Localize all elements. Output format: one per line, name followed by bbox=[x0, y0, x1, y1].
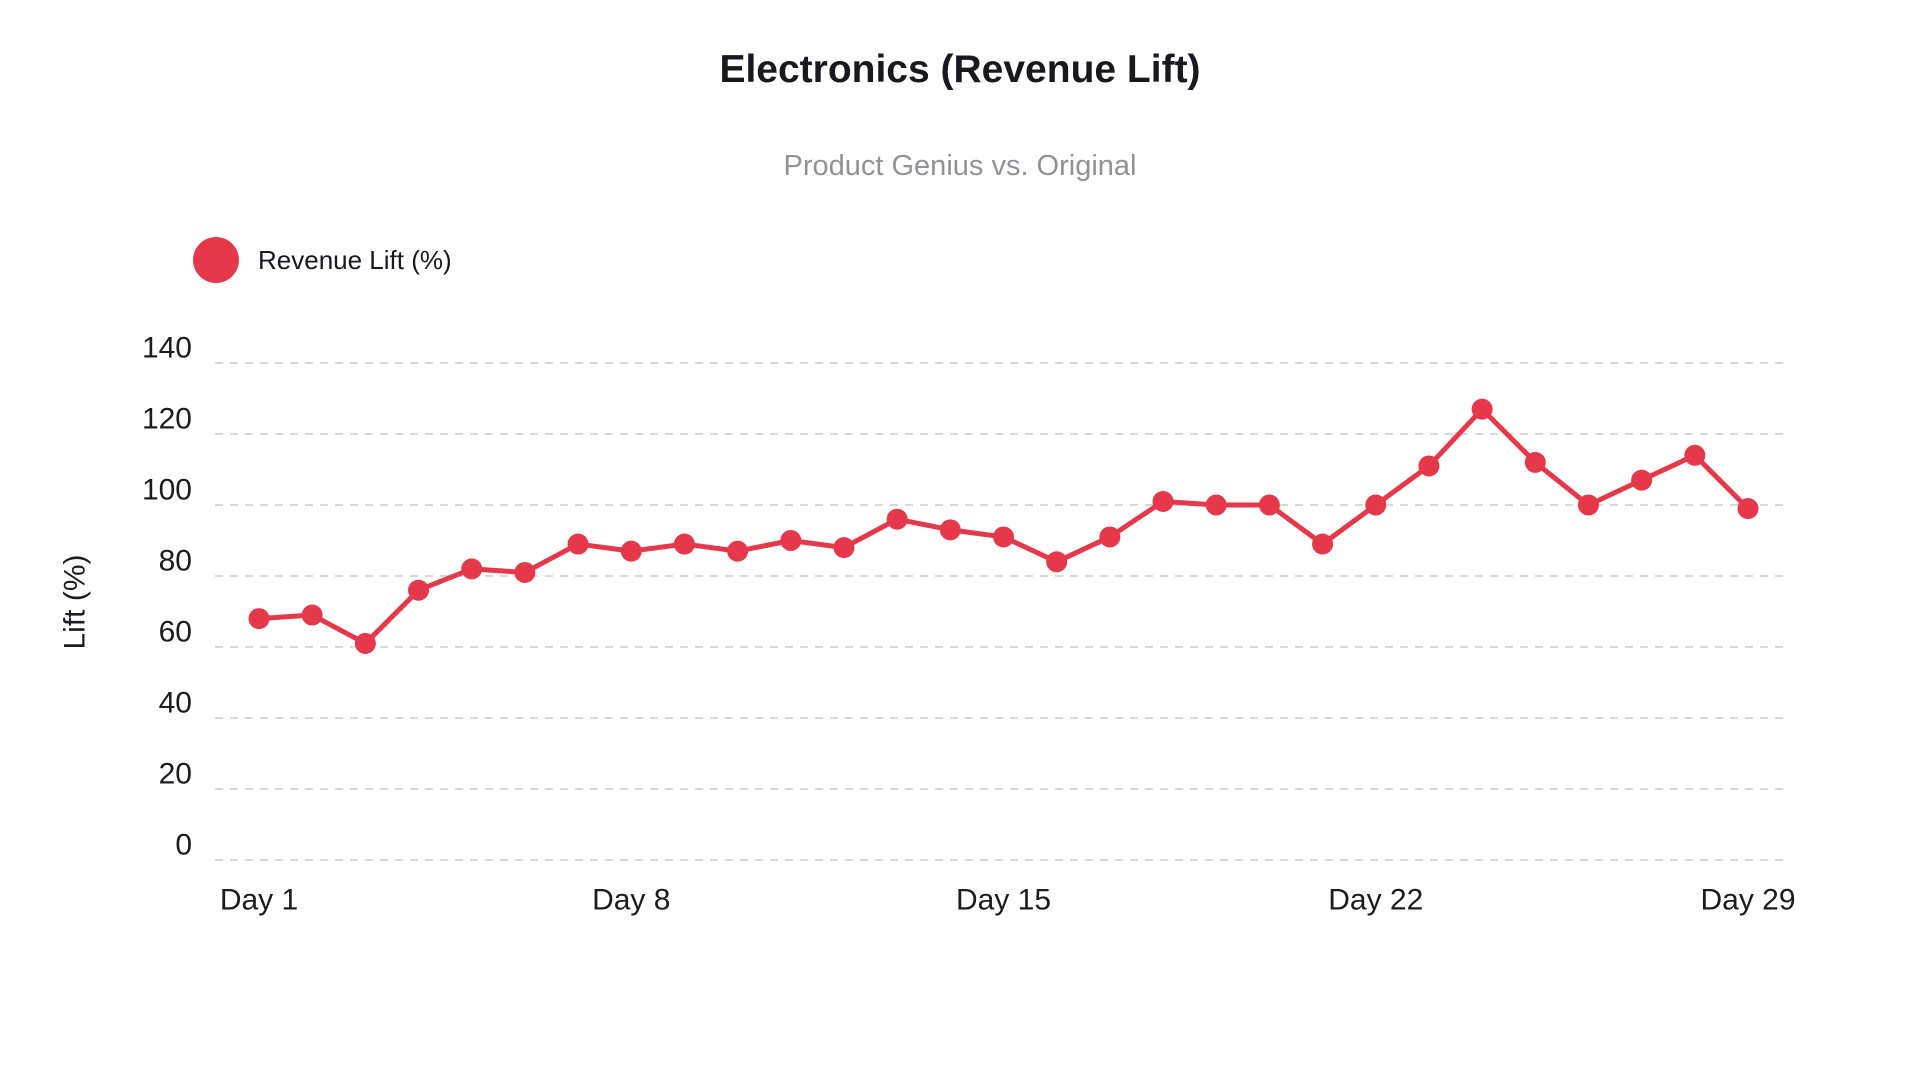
legend-label: Revenue Lift (%) bbox=[258, 244, 452, 275]
y-tick-label: 100 bbox=[142, 474, 192, 507]
data-point bbox=[1524, 451, 1546, 473]
data-point bbox=[993, 526, 1014, 548]
data-point bbox=[727, 540, 749, 562]
x-tick-label: Day 1 bbox=[220, 884, 298, 917]
data-point bbox=[1365, 494, 1387, 516]
data-point bbox=[1471, 398, 1493, 420]
data-point bbox=[1046, 551, 1068, 573]
data-point bbox=[1312, 533, 1334, 555]
data-point bbox=[1737, 498, 1759, 520]
data-point bbox=[514, 561, 536, 583]
data-point bbox=[886, 508, 908, 530]
x-tick-label: Day 8 bbox=[592, 884, 670, 917]
data-point bbox=[461, 558, 483, 580]
chart-subtitle: Product Genius vs. Original bbox=[783, 150, 1137, 182]
data-point bbox=[567, 533, 589, 555]
y-tick-label: 140 bbox=[142, 332, 192, 365]
data-point bbox=[1684, 444, 1706, 466]
data-point bbox=[354, 632, 376, 654]
data-point bbox=[1205, 494, 1227, 516]
data-point bbox=[1418, 455, 1440, 477]
data-point bbox=[1099, 526, 1121, 548]
data-point bbox=[673, 533, 695, 555]
x-tick-label: Day 29 bbox=[1700, 884, 1795, 917]
y-tick-label: 40 bbox=[159, 687, 192, 720]
data-point bbox=[1258, 494, 1280, 516]
data-point bbox=[1152, 490, 1174, 512]
chart-title: Electronics (Revenue Lift) bbox=[719, 48, 1201, 91]
data-point bbox=[833, 537, 855, 559]
data-point bbox=[301, 604, 323, 626]
y-tick-label: 120 bbox=[142, 403, 192, 436]
y-tick-label: 0 bbox=[175, 829, 192, 862]
y-tick-label: 80 bbox=[159, 545, 192, 578]
x-tick-label: Day 22 bbox=[1328, 884, 1423, 917]
y-axis-title: Lift (%) bbox=[59, 554, 92, 649]
data-point bbox=[408, 579, 430, 601]
data-point bbox=[620, 540, 642, 562]
series-line bbox=[256, 406, 1751, 646]
legend-marker-icon bbox=[193, 237, 239, 283]
data-point bbox=[780, 530, 802, 551]
data-point bbox=[1631, 469, 1653, 491]
y-tick-label: 60 bbox=[159, 616, 192, 649]
data-point bbox=[1577, 494, 1599, 516]
data-point bbox=[248, 608, 270, 630]
x-tick-label: Day 15 bbox=[956, 884, 1051, 917]
legend: Revenue Lift (%) bbox=[193, 237, 452, 283]
y-tick-label: 20 bbox=[159, 758, 192, 791]
data-point bbox=[939, 519, 961, 541]
